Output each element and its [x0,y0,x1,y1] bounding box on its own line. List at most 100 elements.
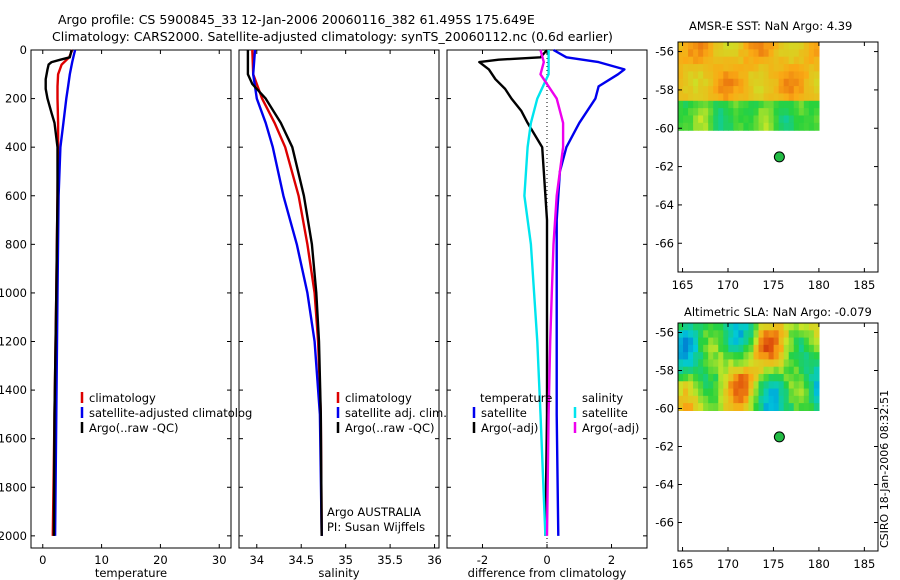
map-cell [698,403,704,411]
map-cell [753,49,760,58]
map-cell [713,122,719,131]
map-cell [713,100,719,109]
map-cell [783,403,790,411]
map-cell [763,395,770,404]
map-cell [788,323,795,331]
map-cell [678,78,684,87]
legend-temp-label: Argo(..raw -QC) [89,421,179,435]
legend-diff-header-temp: temperature [480,391,552,405]
map-cell [758,71,765,80]
map-cell [783,373,790,382]
map-cell [703,100,709,109]
map-x-tick-label: 170 [717,557,739,571]
map-cell [688,115,694,124]
map-cell [743,359,750,368]
map-cell [768,49,775,58]
map-cell [733,403,739,411]
y-tick-label: 600 [5,189,27,203]
map-cell [773,115,780,124]
map-cell [708,337,714,346]
map-cell [693,115,699,124]
map-cell [713,71,719,80]
map-cell [698,352,704,361]
map-cell [778,323,785,331]
map-cell [763,93,770,102]
map-cell [788,86,795,95]
map-cell [688,366,694,375]
map-cell [733,115,739,124]
map-cell [748,100,755,109]
map-cell [718,388,724,397]
map-cell [803,388,810,397]
map-cell [788,403,795,411]
map-cell [698,366,704,375]
map-cell [738,381,745,390]
map-cell [713,330,719,339]
map-cell [708,64,714,72]
map-cell [778,395,785,404]
map-cell [708,323,714,331]
map-cell [763,352,770,361]
map-cell [713,56,719,65]
map-cell [738,64,745,72]
map-cell [698,381,704,390]
map-cell [763,56,770,65]
map-cell [798,323,805,331]
map-cell [803,366,810,375]
map-cell [738,56,745,65]
map-cell [723,359,729,368]
map-cell [783,93,790,102]
map-cell [813,64,820,72]
map-cell [793,108,800,117]
map-cell [693,395,699,404]
map-cell [793,115,800,124]
map-cell [708,93,714,102]
map-cell [728,93,734,102]
map-cell [708,108,714,117]
map-cell [688,122,694,131]
map-cell [748,71,755,80]
map-cell [698,115,704,124]
map-cell [688,108,694,117]
map-cell [728,337,734,346]
map-cell [808,122,815,131]
map-cell [723,108,729,117]
map-cell [813,100,820,109]
map-cell [698,330,704,339]
map-cell [728,100,734,109]
map-cell [753,352,760,361]
map-cell [713,115,719,124]
map-cell [778,366,785,375]
map-cell [748,337,755,346]
map-cell [703,395,709,404]
argo-position-marker [773,431,785,443]
map-cell [808,352,815,361]
map-x-tick-label: 185 [853,278,875,292]
map-cell [743,42,750,50]
map-cell [688,359,694,368]
map-cell [753,373,760,382]
map-cell [678,71,684,80]
map-cell [808,56,815,65]
map-cell [688,49,694,58]
map-cell [778,359,785,368]
sla-map-frame [677,322,879,552]
map-cell [743,330,750,339]
map-cell [733,56,739,65]
map-cell [753,108,760,117]
map-cell [813,373,820,382]
map-cell [778,344,785,353]
map-cell [698,100,704,109]
map-cell [723,403,729,411]
map-cell [758,337,765,346]
map-cell [688,71,694,80]
map-cell [678,42,684,50]
map-cell [683,56,689,65]
map-cell [803,108,810,117]
series-line-argo-raw-qc- [44,49,73,536]
x-tick-label: 34.5 [288,553,314,567]
map-cell [698,373,704,382]
map-cell [698,56,704,65]
map-cell [808,93,815,102]
map-cell [748,373,755,382]
